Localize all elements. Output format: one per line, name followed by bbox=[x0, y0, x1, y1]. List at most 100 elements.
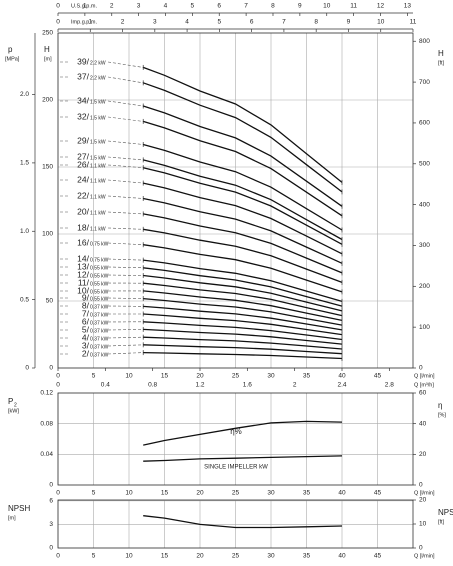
stage-label: 6/ bbox=[82, 316, 90, 326]
usgpm-tick-label: 13 bbox=[404, 3, 412, 10]
impgpm-tick-label: 11 bbox=[410, 19, 417, 26]
y2-tick-label: 800 bbox=[419, 38, 430, 45]
stage-label: 11/ bbox=[78, 277, 90, 287]
power-label: 0.75 kW bbox=[90, 241, 109, 247]
impgpm-tick-label: 9 bbox=[347, 19, 351, 26]
curve bbox=[143, 313, 343, 336]
m3h-tick-label: 1.6 bbox=[243, 382, 252, 389]
leader bbox=[107, 76, 144, 84]
curve bbox=[143, 182, 343, 255]
stage-label: 7/ bbox=[82, 308, 90, 318]
impgpm-tick-label: 0 bbox=[56, 19, 60, 26]
power-label: 0.55 kW bbox=[90, 281, 109, 287]
p-tick-label: 1.0 bbox=[20, 228, 29, 235]
p-axis-label: p bbox=[8, 45, 13, 54]
x-tick-label: 35 bbox=[303, 490, 311, 497]
usgpm-tick-label: 4 bbox=[164, 3, 168, 10]
p-tick-label: 2.0 bbox=[20, 91, 29, 98]
usgpm-tick-label: 6 bbox=[217, 3, 221, 10]
x-tick-label: 20 bbox=[196, 373, 204, 380]
stage-label: 4/ bbox=[82, 332, 90, 342]
curve bbox=[143, 143, 343, 231]
y-axis-unit: [m] bbox=[44, 56, 52, 62]
power-label: 0.55 kW bbox=[90, 296, 109, 302]
curve bbox=[143, 515, 343, 529]
y-tick-label: 0.12 bbox=[40, 390, 53, 397]
usgpm-tick-label: 10 bbox=[323, 3, 331, 10]
leader bbox=[107, 179, 144, 184]
curve bbox=[143, 244, 343, 293]
y-tick-label: 0 bbox=[49, 482, 53, 489]
x-tick-label: 10 bbox=[125, 373, 133, 380]
m3h-tick-label: 2.8 bbox=[385, 382, 394, 389]
x-tick-label: 20 bbox=[196, 490, 204, 497]
y2-tick-label: 0 bbox=[419, 482, 423, 489]
stage-label: 26/ bbox=[77, 159, 89, 169]
curve bbox=[143, 336, 343, 350]
y-tick-label: 100 bbox=[42, 231, 53, 238]
m3h-tick-label: 0 bbox=[56, 382, 60, 389]
impgpm-tick-label: 10 bbox=[377, 19, 385, 26]
y2-tick-label: 0 bbox=[419, 365, 423, 372]
y2-tick-label: 500 bbox=[419, 161, 430, 168]
stage-label: 16/ bbox=[77, 237, 89, 247]
power-label: 0.75 kW bbox=[90, 257, 109, 263]
y2-tick-label: 200 bbox=[419, 283, 430, 290]
stage-label: 13/ bbox=[77, 261, 89, 271]
plot-frame bbox=[57, 499, 414, 549]
y-tick-label: 200 bbox=[42, 97, 53, 104]
leader bbox=[107, 211, 144, 215]
curve bbox=[142, 82, 343, 193]
x-tick-label: 45 bbox=[374, 553, 382, 560]
curve bbox=[143, 167, 343, 245]
power-label: 2.2 kW bbox=[90, 75, 106, 81]
power-label: 1.5 kW bbox=[90, 99, 106, 105]
series-label: SINGLE IMPELLER kW bbox=[204, 465, 268, 471]
p-axis-unit: [MPa] bbox=[5, 56, 20, 62]
x-tick-label: 5 bbox=[92, 373, 96, 380]
stage-label: 8/ bbox=[82, 300, 90, 310]
y2-tick-label: 700 bbox=[419, 79, 430, 86]
y2-tick-label: 20 bbox=[419, 451, 427, 458]
y-axis-label: NPSH bbox=[8, 504, 30, 513]
y-axis-unit: [m] bbox=[8, 515, 16, 521]
x-tick-label: 30 bbox=[267, 373, 275, 380]
x-tick-label: 35 bbox=[303, 553, 311, 560]
x-axis-label: Q [l/min] bbox=[414, 490, 435, 496]
leader bbox=[107, 116, 144, 122]
impgpm-tick-label: 2 bbox=[121, 19, 125, 26]
usgpm-tick-label: 12 bbox=[377, 3, 385, 10]
power-label: 1.5 kW bbox=[90, 115, 106, 121]
x-tick-label: 20 bbox=[196, 553, 204, 560]
power-label: 0.37 kW bbox=[90, 320, 109, 326]
usgpm-tick-label: 8 bbox=[271, 3, 275, 10]
impgpm-label: Imp.g.p.m. bbox=[71, 19, 97, 25]
x-tick-label: 40 bbox=[338, 373, 346, 380]
y-axis-label-sub: 2 bbox=[14, 402, 17, 408]
stage-label: 37/ bbox=[77, 71, 89, 81]
stage-label: 29/ bbox=[77, 135, 89, 145]
x-tick-label: 0 bbox=[56, 553, 60, 560]
leader bbox=[107, 274, 144, 276]
m3h-tick-label: 2.4 bbox=[337, 382, 346, 389]
stage-label: 14/ bbox=[77, 253, 89, 263]
impgpm-tick-label: 3 bbox=[153, 19, 157, 26]
leader bbox=[107, 227, 144, 230]
leader bbox=[107, 258, 144, 261]
x-tick-label: 40 bbox=[338, 490, 346, 497]
usgpm-tick-label: 11 bbox=[350, 3, 357, 10]
leader bbox=[107, 195, 144, 199]
y-tick-label: 0 bbox=[49, 365, 53, 372]
power-label: 1.1 kW bbox=[90, 178, 106, 184]
y-axis-label: H bbox=[44, 45, 50, 54]
stage-label: 12/ bbox=[77, 269, 89, 279]
power-label: 1.5 kW bbox=[90, 155, 106, 161]
usgpm-tick-label: 0 bbox=[56, 3, 60, 10]
y-axis-unit: [kW] bbox=[8, 408, 19, 414]
leader bbox=[107, 156, 144, 161]
leader bbox=[107, 352, 144, 355]
y2-tick-label: 0 bbox=[419, 545, 423, 552]
curve bbox=[143, 297, 343, 326]
stage-label: 22/ bbox=[77, 190, 89, 200]
curve bbox=[143, 197, 343, 264]
